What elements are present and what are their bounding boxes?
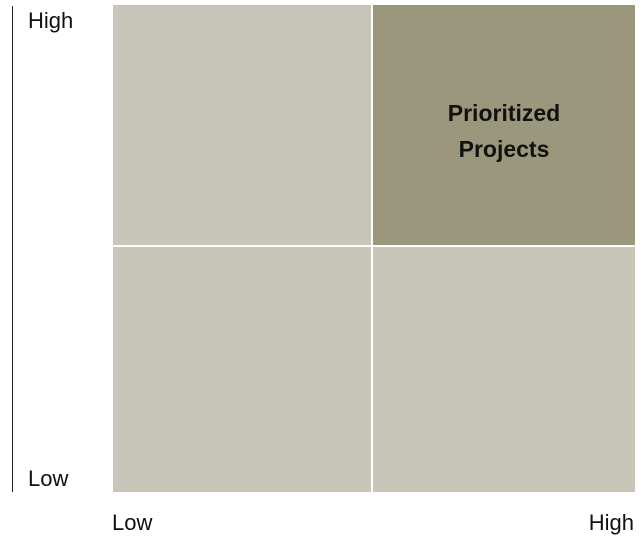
quadrant-top-left (113, 5, 371, 245)
priority-matrix: Prioritized Projects (113, 5, 635, 492)
quadrant-bottom-left (113, 247, 371, 492)
quadrant-top-right: Prioritized Projects (373, 5, 635, 245)
y-axis-line (12, 6, 13, 492)
x-axis-low-label: Low (112, 510, 153, 535)
prioritized-projects-label: Prioritized Projects (447, 100, 561, 162)
y-axis-low-label: Low (28, 466, 69, 491)
x-axis-high-label: High (588, 510, 634, 535)
quadrant-bottom-right (373, 247, 635, 492)
y-axis-high-label: High (28, 8, 74, 33)
